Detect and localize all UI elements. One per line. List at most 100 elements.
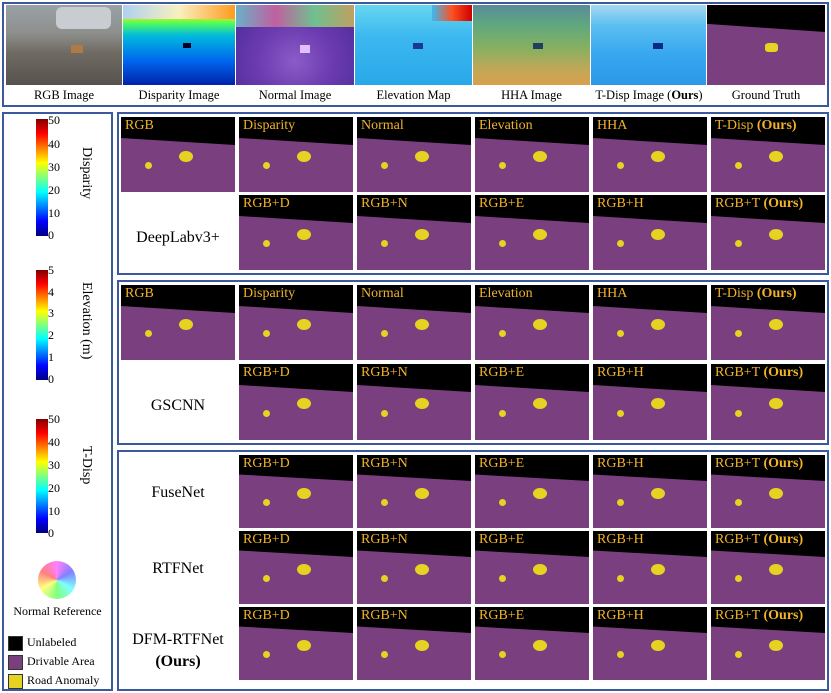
- road-anomaly-blob: [499, 240, 506, 247]
- elevation-colorbar: [36, 270, 48, 380]
- normal-reference-circle: [38, 561, 76, 599]
- segmentation-tile: RGB+H: [593, 531, 707, 604]
- tile-label: RGB: [125, 286, 154, 301]
- tile-label: RGB: [125, 118, 154, 133]
- tile-label: T-Disp (Ours): [715, 118, 797, 133]
- segmentation-tile: RGB: [121, 285, 235, 360]
- segmentation-tile: RGB+T (Ours): [711, 364, 825, 440]
- caption-tdisp-text: T-Disp Image (: [595, 88, 672, 102]
- caption-rgb: RGB Image: [33, 88, 95, 102]
- road-anomaly-blob: [769, 151, 783, 162]
- road-anomaly-blob: [263, 162, 270, 169]
- tdisp-image: [591, 5, 706, 85]
- tick: 40: [48, 137, 60, 151]
- ours-tag: (Ours): [763, 365, 804, 380]
- road-anomaly-blob: [381, 240, 388, 247]
- tile-label: RGB+H: [597, 608, 644, 623]
- segmentation-tile: RGB+N: [357, 607, 471, 680]
- segmentation-tile: RGB+E: [475, 195, 589, 270]
- tile-label: RGB+H: [597, 196, 644, 211]
- tile-label: Elevation: [479, 286, 533, 301]
- segmentation-tile: Normal: [357, 117, 471, 192]
- gt-anomaly: [765, 43, 778, 52]
- caption-hha: HHA Image: [501, 88, 562, 102]
- road-anomaly-blob: [145, 162, 152, 169]
- tdisp-colorbar: [36, 419, 48, 533]
- segmentation-tile: RGB+N: [357, 364, 471, 440]
- legend-label-drivable: Drivable Area: [27, 654, 95, 668]
- ours-tag: (Ours): [756, 286, 797, 301]
- road-anomaly-blob: [651, 229, 665, 240]
- gt-unlabeled: [707, 5, 825, 32]
- segmentation-tile: T-Disp (Ours): [711, 117, 825, 192]
- tick: 2: [48, 328, 54, 342]
- row-name-dfm-rtfnet: DFM-RTFNet: [132, 631, 224, 648]
- road-anomaly-blob: [735, 330, 742, 337]
- tile-label: RGB+T (Ours): [715, 365, 804, 380]
- road-anomaly-blob: [651, 564, 665, 575]
- tile-label: RGB+T (Ours): [715, 196, 804, 211]
- tile-label: T-Disp (Ours): [715, 286, 797, 301]
- tick: 0: [48, 372, 54, 386]
- segmentation-tile: RGB+T (Ours): [711, 455, 825, 528]
- tick: 40: [48, 435, 60, 449]
- tile-label: HHA: [597, 286, 628, 301]
- caption-ground-truth: Ground Truth: [731, 88, 801, 102]
- tick: 30: [48, 458, 60, 472]
- road-anomaly-blob: [617, 410, 624, 417]
- segmentation-tile: Elevation: [475, 117, 589, 192]
- road-anomaly-blob: [769, 319, 783, 330]
- hha-anomaly: [533, 43, 543, 49]
- tick: 4: [48, 285, 54, 299]
- road-anomaly-blob: [263, 330, 270, 337]
- segmentation-tile: Elevation: [475, 285, 589, 360]
- tick: 10: [48, 206, 60, 220]
- road-anomaly-blob: [179, 319, 193, 330]
- row-name-rtfnet: RTFNet: [152, 560, 204, 577]
- tile-label: RGB+E: [479, 608, 525, 623]
- tile-label: RGB+N: [361, 608, 408, 623]
- segmentation-tile: Disparity: [239, 117, 353, 192]
- tdisp-anomaly: [653, 43, 663, 49]
- segmentation-tile: Disparity: [239, 285, 353, 360]
- fusion-networks-panel: [117, 450, 829, 691]
- segmentation-tile: T-Disp (Ours): [711, 285, 825, 360]
- road-anomaly-blob: [499, 410, 506, 417]
- tick: 3: [48, 306, 54, 320]
- segmentation-tile: RGB+H: [593, 607, 707, 680]
- road-anomaly-blob: [499, 162, 506, 169]
- tdisp-colorbar-title: T-Disp: [79, 446, 94, 485]
- road-anomaly-blob: [381, 499, 388, 506]
- segmentation-tile: RGB+T (Ours): [711, 607, 825, 680]
- road-anomaly-blob: [381, 651, 388, 658]
- tile-label: RGB+D: [243, 532, 290, 547]
- road-anomaly-blob: [769, 398, 783, 409]
- caption-ours: Ours: [671, 88, 699, 102]
- road-anomaly-blob: [381, 330, 388, 337]
- road-anomaly-blob: [617, 651, 624, 658]
- elevation-colorbar-title: Elevation (m): [79, 282, 94, 360]
- tick: 50: [48, 412, 60, 426]
- segmentation-tile: RGB+H: [593, 455, 707, 528]
- legend-label-anomaly: Road Anomaly: [27, 673, 100, 687]
- ours-tag: (Ours): [763, 456, 804, 471]
- road-anomaly-blob: [735, 575, 742, 582]
- tick: 0: [48, 228, 54, 242]
- disparity-sky: [123, 5, 235, 19]
- tile-label: RGB+H: [597, 532, 644, 547]
- caption-normal: Normal Image: [258, 88, 332, 102]
- rgb-image: [6, 5, 122, 85]
- tile-label: Elevation: [479, 118, 533, 133]
- disparity-colorbar-title: Disparity: [79, 147, 94, 200]
- road-anomaly-blob: [415, 640, 429, 651]
- road-anomaly-blob: [769, 564, 783, 575]
- road-anomaly-blob: [769, 488, 783, 499]
- tile-label: RGB+D: [243, 365, 290, 380]
- tick: 1: [48, 350, 54, 364]
- tile-label: RGB+H: [597, 365, 644, 380]
- caption-elevation: Elevation Map: [376, 88, 451, 102]
- segmentation-tile: HHA: [593, 285, 707, 360]
- road-anomaly-blob: [179, 151, 193, 162]
- segmentation-tile: RGB+H: [593, 364, 707, 440]
- road-anomaly-blob: [735, 240, 742, 247]
